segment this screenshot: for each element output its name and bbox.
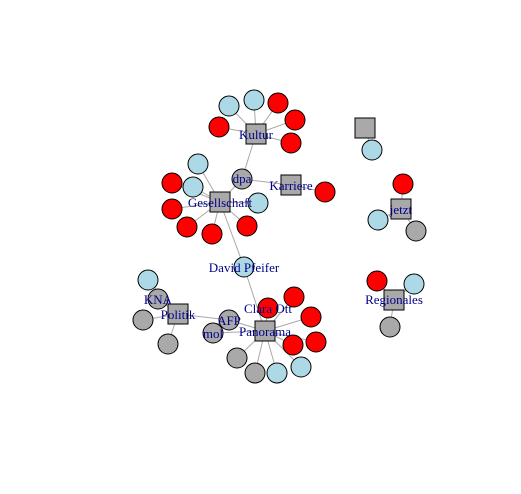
edge-david-panorama_sq xyxy=(243,266,266,332)
circle-node-p1 xyxy=(137,269,159,291)
circle-node-r2 xyxy=(403,273,425,295)
node-label-gesell_sq: Gesellschaft xyxy=(188,195,253,210)
circle-node-g1 xyxy=(187,153,209,175)
circle-node-kr1 xyxy=(314,181,336,203)
node-label-afp: AFP xyxy=(217,313,241,328)
circle-node-david xyxy=(233,256,255,278)
square-node-kultur_sq xyxy=(245,123,267,145)
label-layer: Kultur dpa Karriere Gesellschaft David Pfeif… xyxy=(144,127,423,341)
circle-node-j2 xyxy=(367,209,389,231)
circle-node-pn3 xyxy=(305,331,327,353)
circle-node-mol xyxy=(202,322,224,344)
circle-node-k4 xyxy=(284,109,306,131)
node-label-reg_sq: Regionales xyxy=(365,292,423,307)
node-label-jetzt_sq: jetzt xyxy=(389,202,413,217)
circle-node-g4 xyxy=(161,198,183,220)
circle-node-g5 xyxy=(176,216,198,238)
square-node-karriere_sq xyxy=(280,174,302,196)
node-label-politik_sq: Politik xyxy=(161,307,196,322)
circle-node-lone_c xyxy=(361,139,383,161)
square-node-jetzt_sq xyxy=(390,198,412,220)
circle-node-r1 xyxy=(366,270,388,292)
square-node-reg_sq xyxy=(383,289,405,311)
node-label-kna: KNA xyxy=(144,292,173,307)
circle-node-afp xyxy=(218,309,240,331)
circle-node-j1 xyxy=(392,173,414,195)
circle-node-pn7 xyxy=(244,362,266,384)
circle-node-k3 xyxy=(267,92,289,114)
circle-node-pn4 xyxy=(282,334,304,356)
circle-node-r3 xyxy=(379,316,401,338)
square-node-lone_sq xyxy=(354,117,376,139)
circle-node-pn6 xyxy=(266,362,288,384)
circle-node-dpa xyxy=(231,168,253,190)
circle-node-g3 xyxy=(161,172,183,194)
edge-gesell_sq-david xyxy=(219,201,245,268)
circle-node-pn1 xyxy=(283,286,305,308)
node-label-dpa: dpa xyxy=(233,171,252,186)
circle-node-k1 xyxy=(218,95,240,117)
circle-node-p3 xyxy=(157,333,179,355)
node-layer xyxy=(132,89,427,384)
node-label-mol: mol xyxy=(203,326,224,341)
circle-node-k2 xyxy=(243,89,265,111)
node-label-panorama_sq: Panorama xyxy=(239,324,291,339)
circle-node-g2 xyxy=(182,176,204,198)
circle-node-g6 xyxy=(201,223,223,245)
square-node-gesell_sq xyxy=(209,191,231,213)
square-node-politik_sq xyxy=(167,303,189,325)
circle-node-k5 xyxy=(280,132,302,154)
circle-node-pn5 xyxy=(290,356,312,378)
circle-node-g7 xyxy=(236,215,258,237)
node-label-kultur_sq: Kultur xyxy=(239,127,274,142)
circle-node-pn2 xyxy=(300,306,322,328)
circle-node-kna xyxy=(147,288,169,310)
node-label-karriere_sq: Karriere xyxy=(269,178,313,193)
circle-node-clara xyxy=(257,297,279,319)
node-label-david: David Pfeifer xyxy=(209,260,280,275)
circle-node-p2 xyxy=(132,309,154,331)
circle-node-k6 xyxy=(208,116,230,138)
circle-node-j3 xyxy=(405,220,427,242)
square-node-panorama_sq xyxy=(254,320,276,342)
circle-node-pn8 xyxy=(226,347,248,369)
node-label-clara: Clara Ott xyxy=(244,301,292,316)
circle-node-g8 xyxy=(247,192,269,214)
